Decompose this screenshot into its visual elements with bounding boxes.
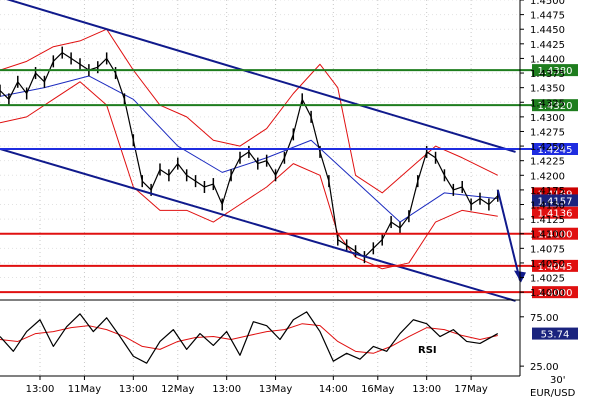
price-marker-bg-1 — [532, 194, 578, 207]
y-tick-label-14: 1.4350 — [530, 84, 565, 95]
rsi-tick-label-1: 25.00 — [530, 362, 559, 373]
y-tick-label-11: 1.4275 — [530, 127, 565, 138]
y-tick-label-1: 1.4025 — [530, 274, 565, 285]
axes: 1.4000 1.4025 1.4050 1.4075 1.4100 1.4125 1.41… — [0, 0, 565, 395]
level-label-5: 1.4000 — [538, 288, 573, 299]
level-label-bg-2 — [532, 143, 578, 155]
level-label-bg-4 — [532, 259, 578, 272]
rsi-label: RSI — [418, 345, 437, 356]
y-tick-label-6: 1.4150 — [530, 201, 565, 212]
arrow-shaft — [496, 189, 521, 281]
level-label-bg-0 — [532, 64, 578, 77]
y-tick-label-19: 1.4475 — [530, 11, 565, 22]
x-tick-label-3: 12May — [161, 384, 194, 395]
y-tick-label-18: 1.4450 — [530, 25, 565, 36]
x-tick-label-4: 13:00 — [212, 384, 241, 395]
y-tick-label-9: 1.4225 — [530, 157, 565, 168]
y-tick-label-20: 1.4500 — [530, 0, 565, 7]
price-marker-label-2: 1.4136 — [538, 209, 573, 220]
y-tick-label-10: 1.4250 — [530, 142, 565, 153]
channel-lower-line — [0, 148, 516, 302]
price-line — [0, 51, 499, 258]
level-label-bg-3 — [532, 227, 578, 240]
x-tick-label-2: 13:00 — [119, 384, 148, 395]
channel-upper-line — [6, 0, 516, 153]
x-tick-label-5: 13May — [259, 384, 292, 395]
instrument-label: EUR/USD — [530, 388, 576, 399]
rsi-signal-line — [0, 323, 498, 354]
x-tick-label-0: 13:00 — [26, 384, 55, 395]
rsi-plot-area — [0, 302, 520, 376]
level-label-0: 1.4380 — [538, 66, 573, 77]
y-tick-label-12: 1.4300 — [530, 113, 565, 124]
y-tick-label-13: 1.4325 — [530, 98, 565, 109]
level-label-4: 1.4045 — [538, 262, 573, 273]
x-tick-label-8: 13:00 — [412, 384, 441, 395]
y-tick-label-2: 1.4050 — [530, 259, 565, 270]
y-tick-label-5: 1.4125 — [530, 215, 565, 226]
rsi-tick-label-0: 75.00 — [530, 313, 559, 324]
price-marker-bg-2 — [532, 206, 578, 219]
y-tick-label-7: 1.4175 — [530, 186, 565, 197]
x-tick-label-7: 16May — [361, 384, 394, 395]
y-tick-label-3: 1.4075 — [530, 244, 565, 255]
y-tick-label-8: 1.4200 — [530, 171, 565, 182]
rsi-line — [0, 311, 499, 364]
level-label-2: 1.4245 — [538, 145, 573, 156]
rsi-value-label: 53.74 — [541, 330, 570, 341]
x-tick-label-9: 17May — [454, 384, 487, 395]
rsi-panel: 53.74 — [0, 302, 578, 376]
rsi-value-bg — [532, 327, 578, 340]
bollinger-upper-line — [0, 28, 498, 194]
y-tick-label-0: 1.4000 — [530, 288, 565, 299]
y-tick-label-4: 1.4100 — [530, 230, 565, 241]
price-marker-label-1: 1.4157 — [538, 196, 573, 207]
y-tick-label-16: 1.4400 — [530, 54, 565, 65]
y-tick-label-15: 1.4375 — [530, 69, 565, 80]
level-label-bg-1 — [532, 99, 578, 112]
x-tick-label-1: 11May — [68, 384, 101, 395]
bollinger-lower-line — [0, 81, 498, 270]
price-panel: 1.4380 1.4320 1.4245 1.4100 1.4045 1.4000 1.41… — [0, 0, 578, 302]
x-tick-label-6: 14:00 — [319, 384, 348, 395]
level-label-1: 1.4320 — [538, 101, 573, 112]
level-label-3: 1.4100 — [538, 230, 573, 241]
level-label-bg-5 — [532, 286, 578, 299]
y-tick-label-17: 1.4425 — [530, 40, 565, 51]
timeframe-label: 30' — [550, 375, 565, 386]
